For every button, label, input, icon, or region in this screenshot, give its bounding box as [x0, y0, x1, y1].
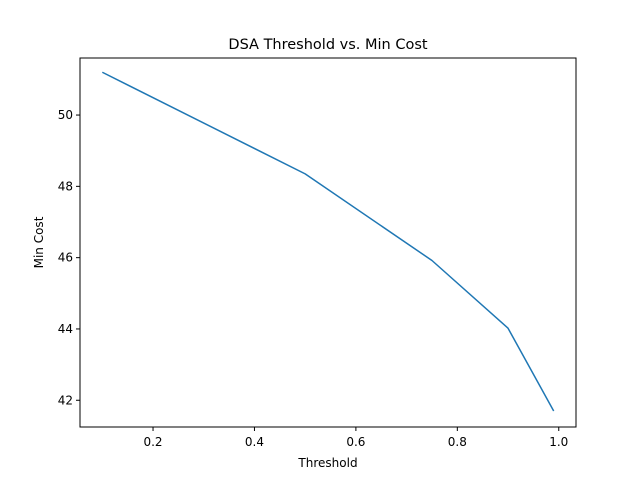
- y-tick-label: 42: [58, 393, 73, 407]
- y-axis-ticks: 42 44 46 48 50: [58, 108, 80, 407]
- x-tick-label: 1.0: [549, 435, 568, 449]
- y-tick-label: 50: [58, 108, 73, 122]
- y-axis-title: Min Cost: [32, 216, 46, 268]
- x-tick-label: 0.4: [245, 435, 264, 449]
- series-layer: [101, 71, 555, 412]
- chart-title: DSA Threshold vs. Min Cost: [228, 37, 427, 53]
- plot-frame: [79, 57, 577, 428]
- y-tick-label: 44: [58, 322, 73, 336]
- x-axis-title: Threshold: [297, 456, 357, 470]
- x-tick-label: 0.6: [346, 435, 365, 449]
- x-tick-label: 0.2: [143, 435, 162, 449]
- x-axis-ticks: 0.2 0.4 0.6 0.8 1.0: [143, 427, 568, 449]
- x-tick-label: 0.8: [448, 435, 467, 449]
- y-tick-label: 46: [58, 251, 73, 265]
- y-tick-label: 48: [58, 179, 73, 193]
